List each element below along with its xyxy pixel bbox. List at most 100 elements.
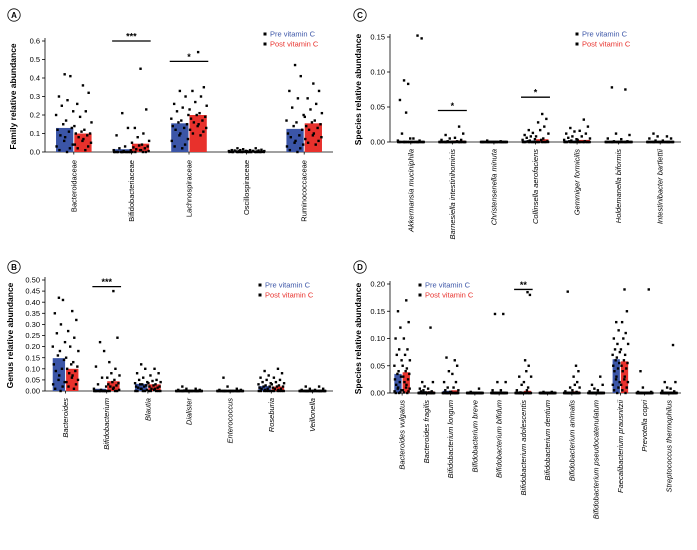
data-point bbox=[141, 150, 145, 154]
data-point bbox=[83, 128, 86, 131]
data-point bbox=[525, 136, 528, 139]
data-point bbox=[475, 391, 479, 395]
data-point bbox=[118, 147, 121, 150]
data-point bbox=[197, 123, 200, 126]
data-point bbox=[610, 86, 614, 89]
data-point bbox=[489, 140, 493, 144]
data-point bbox=[540, 138, 543, 142]
data-point bbox=[453, 359, 456, 362]
data-point bbox=[259, 376, 262, 379]
data-point bbox=[626, 380, 630, 384]
data-point bbox=[491, 140, 495, 144]
y-tick-label: 0.0 bbox=[30, 148, 40, 157]
data-point bbox=[194, 100, 197, 104]
data-point bbox=[515, 389, 519, 392]
data-point bbox=[52, 363, 56, 366]
data-point bbox=[469, 391, 472, 395]
panel-letter-A: A bbox=[7, 8, 21, 22]
data-point bbox=[550, 391, 553, 395]
data-point bbox=[95, 389, 98, 393]
data-point bbox=[139, 363, 143, 366]
data-point bbox=[71, 309, 74, 313]
data-point bbox=[445, 356, 448, 359]
data-point bbox=[70, 126, 73, 130]
data-point bbox=[87, 91, 90, 94]
data-point bbox=[276, 367, 280, 370]
panel-letter-B: B bbox=[7, 260, 21, 274]
data-point bbox=[74, 132, 78, 135]
data-point bbox=[563, 140, 566, 144]
data-point bbox=[521, 391, 524, 395]
data-point bbox=[653, 140, 657, 144]
data-point bbox=[72, 387, 76, 390]
data-point bbox=[647, 391, 650, 395]
data-point bbox=[568, 386, 572, 389]
data-point bbox=[402, 375, 405, 378]
data-point bbox=[536, 121, 540, 124]
data-point bbox=[400, 359, 403, 362]
data-point bbox=[136, 389, 139, 393]
panel-letter-circle bbox=[353, 260, 367, 274]
data-point bbox=[115, 134, 118, 137]
data-point bbox=[188, 128, 192, 131]
data-point bbox=[493, 312, 497, 316]
data-point bbox=[53, 312, 57, 315]
legend-marker bbox=[258, 283, 262, 287]
data-point bbox=[485, 140, 489, 144]
data-point bbox=[426, 387, 430, 390]
y-tick-label: 0.45 bbox=[25, 287, 40, 296]
data-point bbox=[584, 132, 588, 135]
data-point bbox=[286, 132, 290, 135]
data-point bbox=[576, 138, 579, 142]
category-label: Enterococcus bbox=[226, 398, 235, 444]
data-point bbox=[63, 73, 66, 76]
data-point bbox=[399, 326, 402, 329]
data-point bbox=[612, 337, 616, 340]
data-point bbox=[482, 140, 485, 144]
data-point bbox=[588, 391, 591, 395]
data-point bbox=[312, 389, 315, 393]
data-point bbox=[67, 130, 71, 133]
data-point bbox=[61, 385, 64, 388]
data-point bbox=[582, 118, 586, 121]
data-point bbox=[615, 375, 618, 378]
data-point bbox=[472, 391, 476, 395]
legend-marker bbox=[418, 283, 422, 287]
data-point bbox=[543, 391, 546, 395]
data-point bbox=[80, 130, 83, 133]
data-point bbox=[94, 365, 98, 368]
category-label: Bifidobacterium dentium bbox=[543, 400, 552, 480]
data-point bbox=[280, 372, 284, 375]
data-point bbox=[316, 126, 319, 130]
data-point bbox=[59, 389, 62, 393]
data-point bbox=[404, 140, 407, 144]
data-point bbox=[430, 390, 433, 393]
data-point bbox=[495, 391, 499, 395]
data-point bbox=[180, 119, 183, 122]
data-point bbox=[467, 391, 470, 395]
data-point bbox=[623, 353, 627, 357]
data-point bbox=[77, 349, 80, 353]
data-point bbox=[577, 391, 580, 395]
data-point bbox=[415, 140, 419, 144]
data-point bbox=[404, 370, 407, 373]
y-tick-label: 0.6 bbox=[30, 37, 40, 46]
data-point bbox=[111, 380, 114, 384]
data-point bbox=[463, 140, 467, 144]
data-point bbox=[301, 143, 305, 146]
data-point bbox=[667, 140, 670, 144]
data-point bbox=[274, 380, 278, 384]
data-point bbox=[665, 391, 669, 395]
data-point bbox=[417, 391, 421, 395]
data-point bbox=[262, 385, 265, 388]
data-point bbox=[538, 128, 542, 132]
category-label: Roseburia bbox=[267, 398, 276, 432]
data-point bbox=[466, 391, 469, 395]
data-point bbox=[671, 343, 675, 347]
data-point bbox=[275, 385, 279, 388]
data-point bbox=[76, 378, 80, 382]
data-point bbox=[546, 140, 550, 144]
data-point bbox=[313, 119, 316, 122]
data-point bbox=[519, 391, 522, 395]
data-point bbox=[526, 391, 529, 395]
